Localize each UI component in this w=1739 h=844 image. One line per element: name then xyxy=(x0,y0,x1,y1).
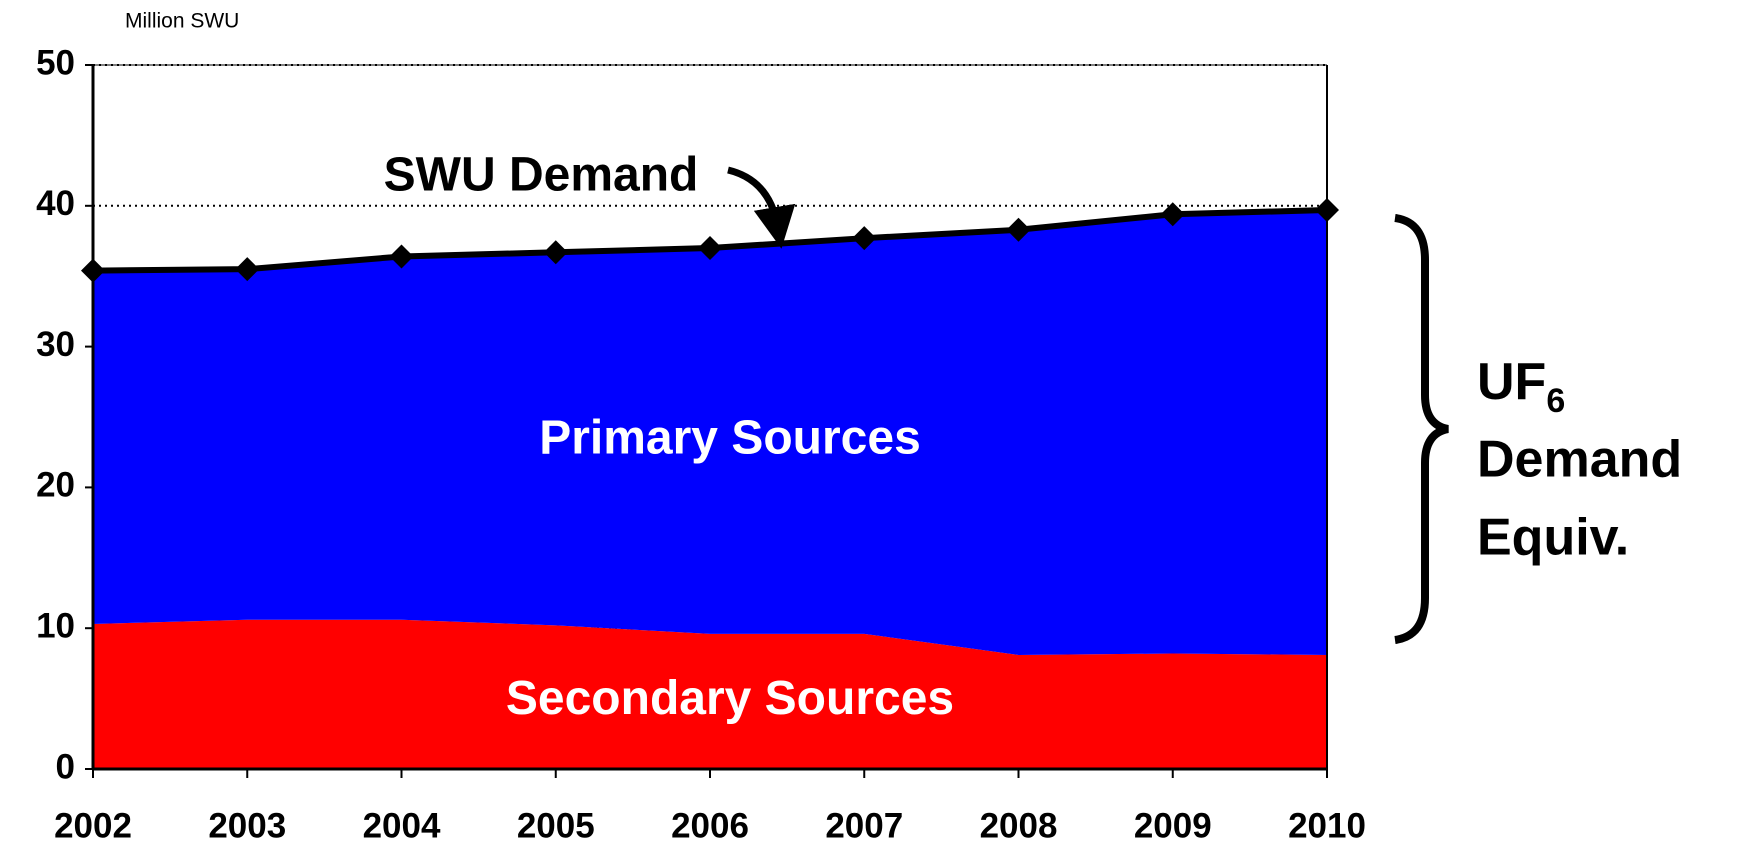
annotation-main: UF xyxy=(1477,353,1546,411)
marker xyxy=(1006,217,1031,242)
series-label: Secondary Sources xyxy=(506,672,954,725)
marker xyxy=(698,236,722,261)
annotation: Equiv. xyxy=(1477,509,1629,567)
y-tick-label: 0 xyxy=(56,747,75,786)
marker xyxy=(235,257,260,282)
x-tick-label: 2003 xyxy=(208,806,286,844)
marker xyxy=(543,240,568,265)
annotation: Demand xyxy=(1477,431,1682,489)
x-tick-label: 2004 xyxy=(363,806,441,844)
annotation-subscript: 6 xyxy=(1546,382,1565,420)
marker xyxy=(852,226,877,251)
x-tick-label: 2010 xyxy=(1288,806,1366,844)
brace xyxy=(1394,214,1449,644)
y-tick-label: 30 xyxy=(36,325,75,364)
y-tick-label: 50 xyxy=(36,43,75,82)
area xyxy=(93,619,1327,769)
marker xyxy=(389,244,414,269)
y-axis-label: Million SWU xyxy=(125,10,239,33)
annotation: UF6 xyxy=(1477,353,1565,420)
x-tick-label: 2009 xyxy=(1134,806,1212,844)
y-tick-label: 20 xyxy=(36,466,75,505)
area xyxy=(93,210,1327,655)
plot: 0 10 20 30 40 50 Secondary Sources Primary Sour… xyxy=(36,43,1366,844)
x-tick-label: 2007 xyxy=(825,806,903,844)
series-label: SWU Demand xyxy=(384,149,699,202)
marker xyxy=(1160,202,1185,227)
series-label: Primary Sources xyxy=(539,412,921,465)
x-tick-label: 2006 xyxy=(671,806,749,844)
y-tick-label: 10 xyxy=(36,606,75,645)
x-tick-label: 2002 xyxy=(54,806,132,844)
y-tick-label: 40 xyxy=(36,184,75,223)
annotation-arrow xyxy=(727,166,796,249)
x-tick-label: 2008 xyxy=(980,806,1058,844)
x-tick-label: 2005 xyxy=(517,806,595,844)
